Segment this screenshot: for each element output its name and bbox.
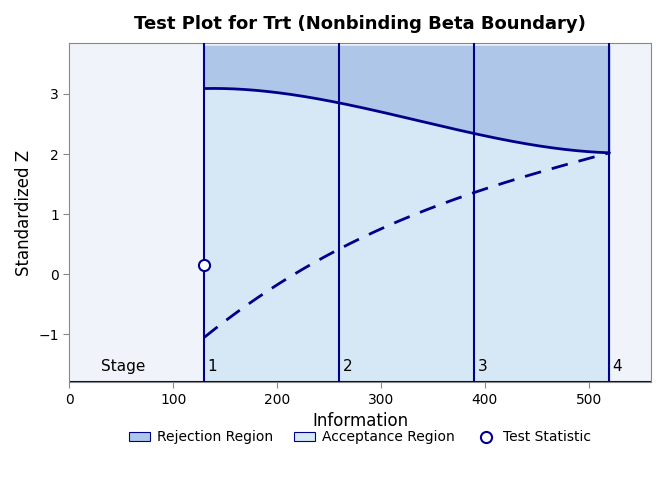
Legend: Rejection Region, Acceptance Region, Test Statistic: Rejection Region, Acceptance Region, Tes… <box>124 425 597 450</box>
Text: Stage: Stage <box>101 360 145 374</box>
Title: Test Plot for Trt (Nonbinding Beta Boundary): Test Plot for Trt (Nonbinding Beta Bound… <box>135 15 586 33</box>
Text: 1: 1 <box>208 360 217 374</box>
Text: 4: 4 <box>613 360 622 374</box>
Text: 2: 2 <box>342 360 352 374</box>
Text: 3: 3 <box>478 360 488 374</box>
Y-axis label: Standardized Z: Standardized Z <box>15 150 33 276</box>
X-axis label: Information: Information <box>312 412 408 430</box>
